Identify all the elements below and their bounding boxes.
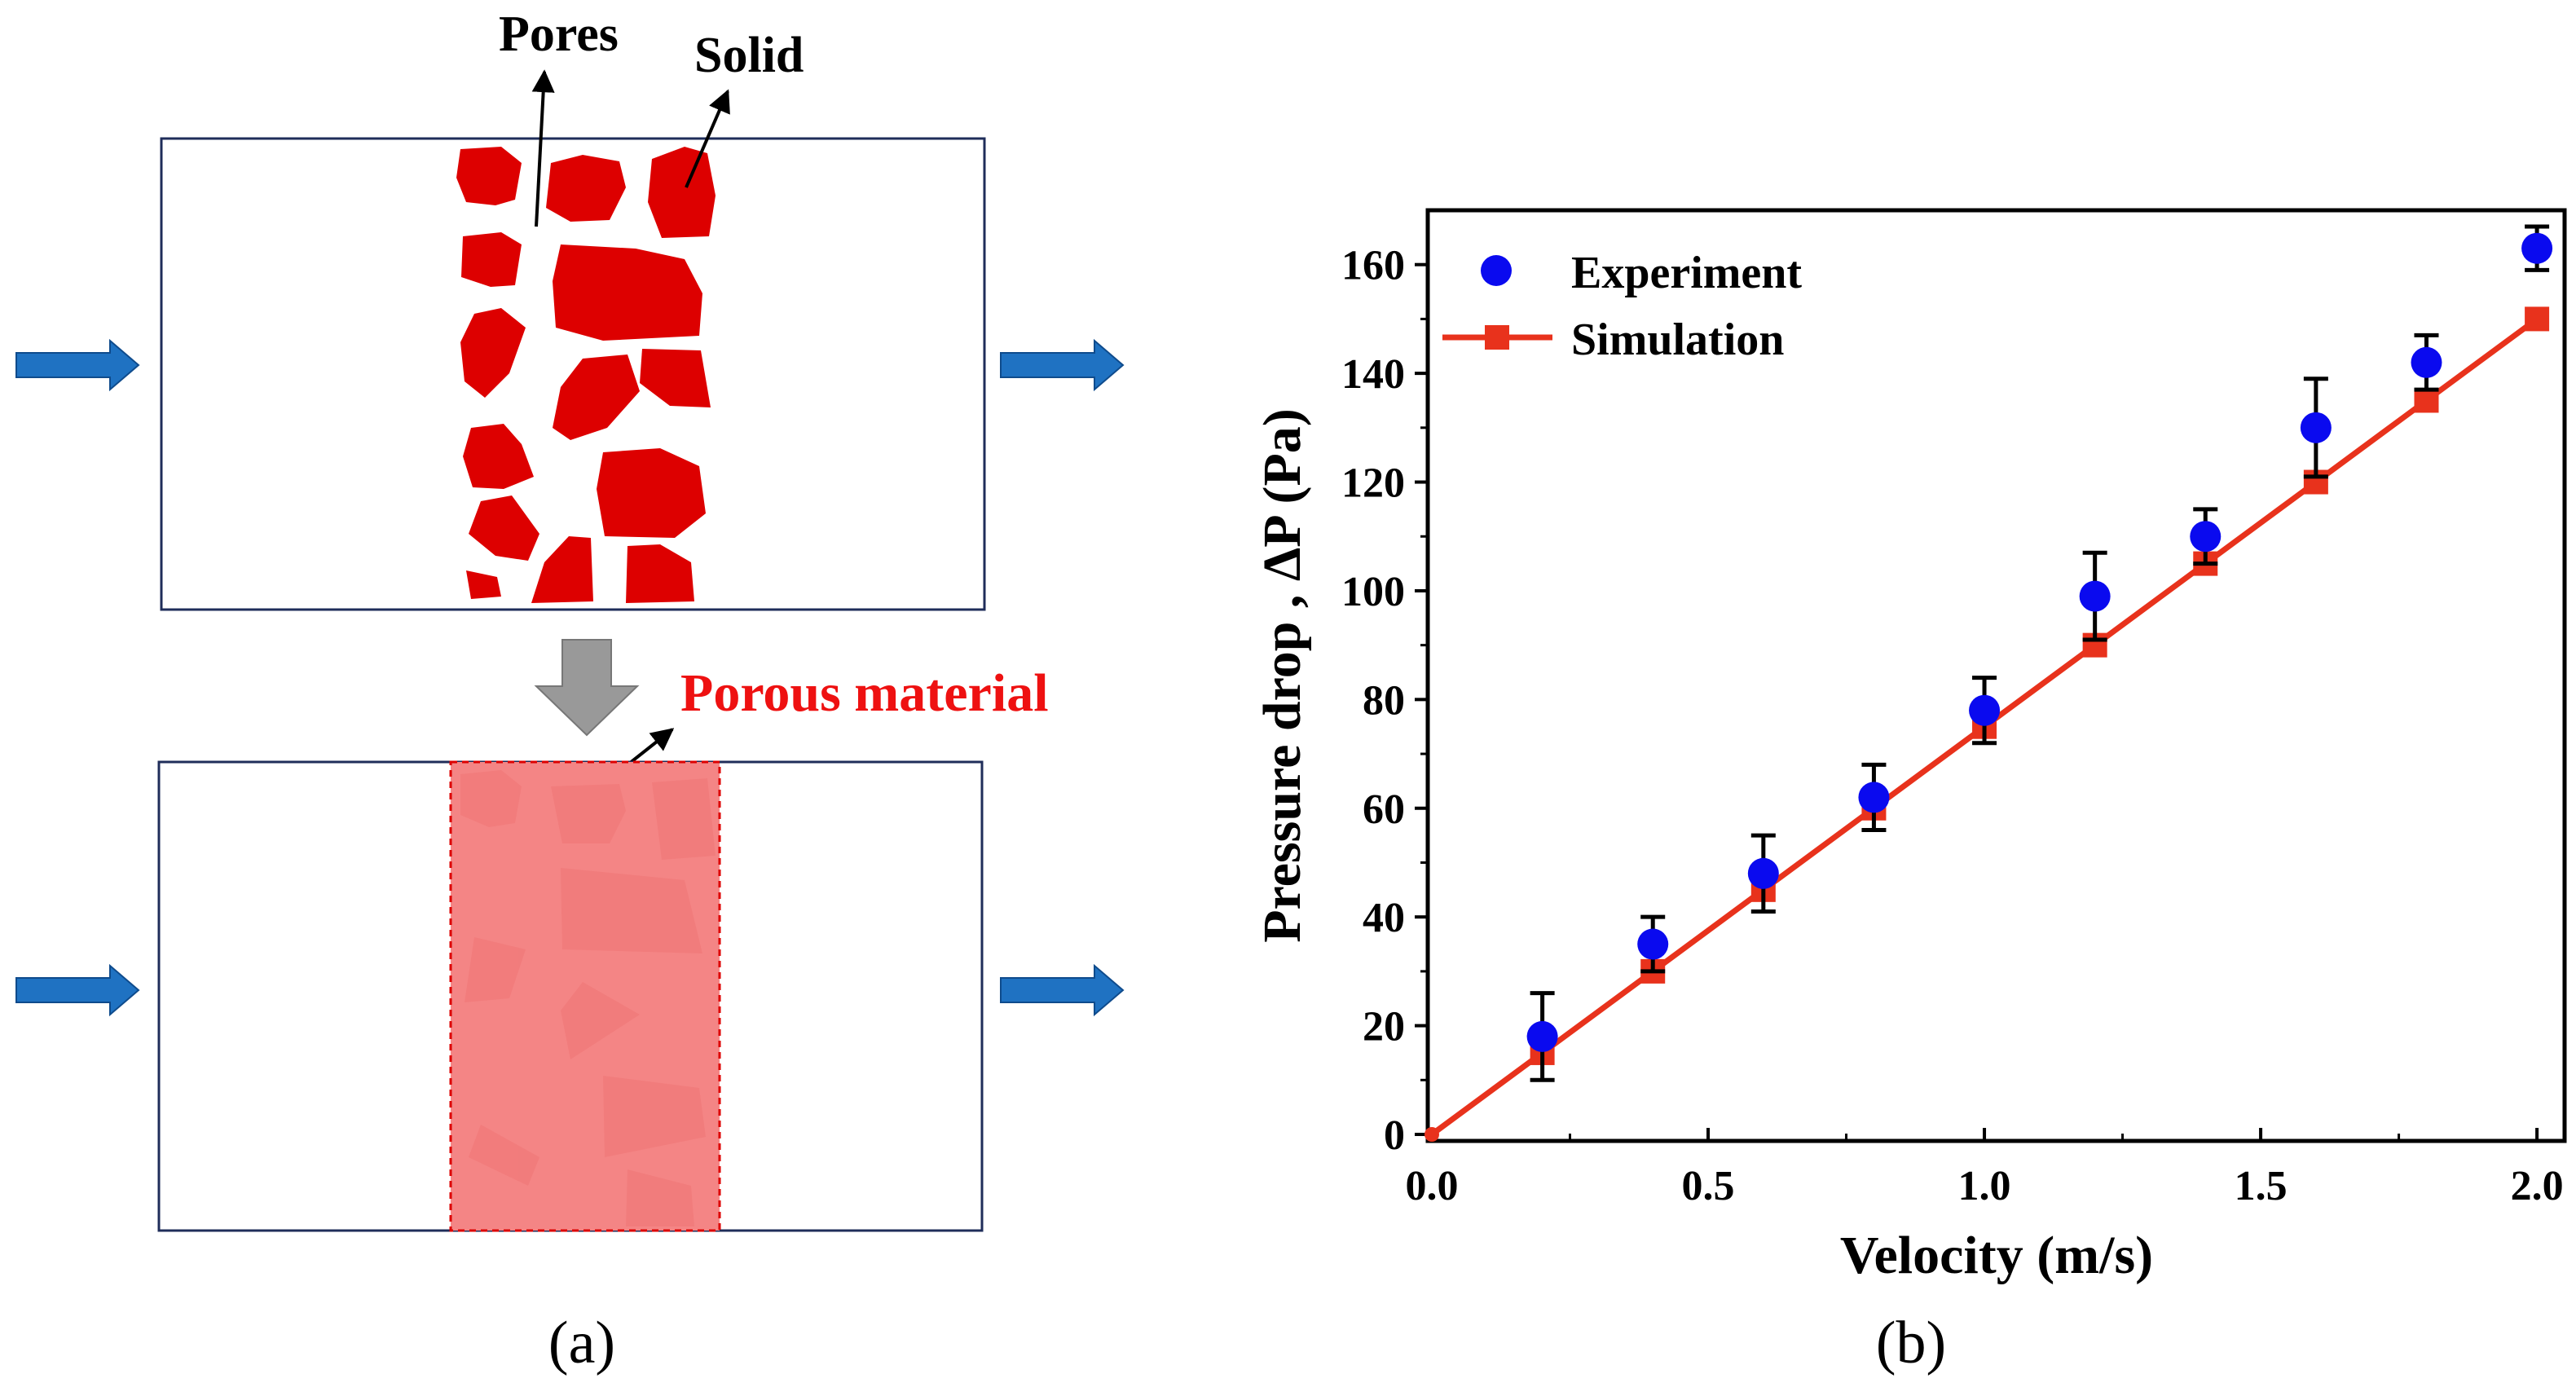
x-tick-label: 2.0 <box>2511 1163 2564 1209</box>
solid-particle <box>456 147 522 205</box>
solid-particle <box>531 536 593 603</box>
plot-frame <box>1425 208 2567 1143</box>
porous-texture-blob <box>626 1169 694 1226</box>
outlet-flow-arrow <box>1000 963 1125 1017</box>
y-axis-label: Pressure drop , ΔP (Pa) <box>1253 408 1312 943</box>
experiment-point <box>2190 521 2222 553</box>
legend-experiment-marker <box>1481 255 1512 286</box>
experiment-point <box>2411 346 2442 378</box>
porous-texture-blob <box>551 784 626 843</box>
label-porous-material: Porous material <box>680 663 1049 723</box>
experiment-point <box>1526 1020 1558 1052</box>
solid-particle <box>466 570 501 599</box>
porous-texture-blob <box>469 1125 539 1186</box>
panel-b: 0.0 0.5 1.0 1.5 2.0 0 20 40 60 80 100 120 140 160 Exp… <box>1253 208 2567 1376</box>
experiment-point <box>1969 694 2001 726</box>
y-tick-label: 40 <box>1363 895 1405 941</box>
inlet-flow-arrow <box>15 963 140 1017</box>
experiment-point <box>1858 782 1890 813</box>
experiment-series <box>1526 224 2553 1082</box>
y-tick-label: 0 <box>1384 1112 1405 1159</box>
porous-texture-blob <box>460 770 522 827</box>
simulation-marker <box>2525 306 2550 332</box>
caption-b: (b) <box>1876 1310 1946 1376</box>
x-tick-label: 0.5 <box>1682 1163 1735 1209</box>
legend-simulation-label: Simulation <box>1571 315 1784 365</box>
porous-texture-blob <box>465 937 526 1002</box>
experiment-point <box>2079 580 2111 612</box>
panel-a: Pores Solid Porous material (a) <box>15 7 1125 1376</box>
x-tick-label: 1.5 <box>2235 1163 2288 1209</box>
y-tick-label: 100 <box>1341 569 1405 615</box>
label-pores: Pores <box>499 7 619 62</box>
legend-experiment-label: Experiment <box>1571 248 1802 298</box>
inlet-flow-arrow <box>15 338 140 392</box>
solid-particle <box>463 424 534 489</box>
porous-zone-texture <box>460 770 716 1226</box>
solid-particle <box>626 544 694 603</box>
y-tick-label: 160 <box>1341 243 1405 289</box>
solid-particle <box>640 349 711 407</box>
x-tick-label: 0.0 <box>1406 1163 1459 1209</box>
caption-a: (a) <box>548 1310 615 1376</box>
solid-particle <box>648 147 716 238</box>
x-tick-label: 1.0 <box>1958 1163 2011 1209</box>
y-tick-label: 140 <box>1341 351 1405 398</box>
solid-particle <box>469 495 539 561</box>
experiment-point <box>1637 928 1669 960</box>
porous-texture-blob <box>561 868 702 953</box>
porous-texture-blob <box>561 982 640 1059</box>
porous-texture-blob <box>603 1076 706 1157</box>
y-tick-label: 80 <box>1363 677 1405 724</box>
simulation-marker <box>2414 388 2439 413</box>
pores-pointer <box>531 69 555 227</box>
axis-ticks: 0.0 0.5 1.0 1.5 2.0 0 20 40 60 80 100 120 140 160 <box>1341 243 2564 1209</box>
x-axis-label: Velocity (m/s) <box>1840 1226 2153 1285</box>
solid-particle <box>461 232 522 287</box>
solid-particle <box>460 308 526 398</box>
transition-down-arrow <box>534 639 640 737</box>
solid-particle <box>546 155 626 222</box>
legend-simulation-marker <box>1485 325 1509 350</box>
solid-particles <box>456 147 716 603</box>
y-tick-label: 20 <box>1363 1004 1405 1050</box>
legend: Experiment Simulation <box>1442 248 1802 365</box>
y-tick-label: 60 <box>1363 786 1405 833</box>
solid-particle <box>553 244 702 341</box>
experiment-point <box>2300 412 2332 443</box>
experiment-point <box>1747 857 1779 889</box>
solid-particle <box>597 448 706 538</box>
solid-particle <box>553 355 640 440</box>
experiment-point <box>2521 232 2553 264</box>
outlet-flow-arrow <box>1000 338 1125 392</box>
label-solid: Solid <box>694 28 804 83</box>
porous-texture-blob <box>652 778 716 860</box>
simulation-point <box>1425 1127 1439 1142</box>
y-tick-label: 120 <box>1341 460 1405 507</box>
solid-pointer <box>685 89 730 188</box>
